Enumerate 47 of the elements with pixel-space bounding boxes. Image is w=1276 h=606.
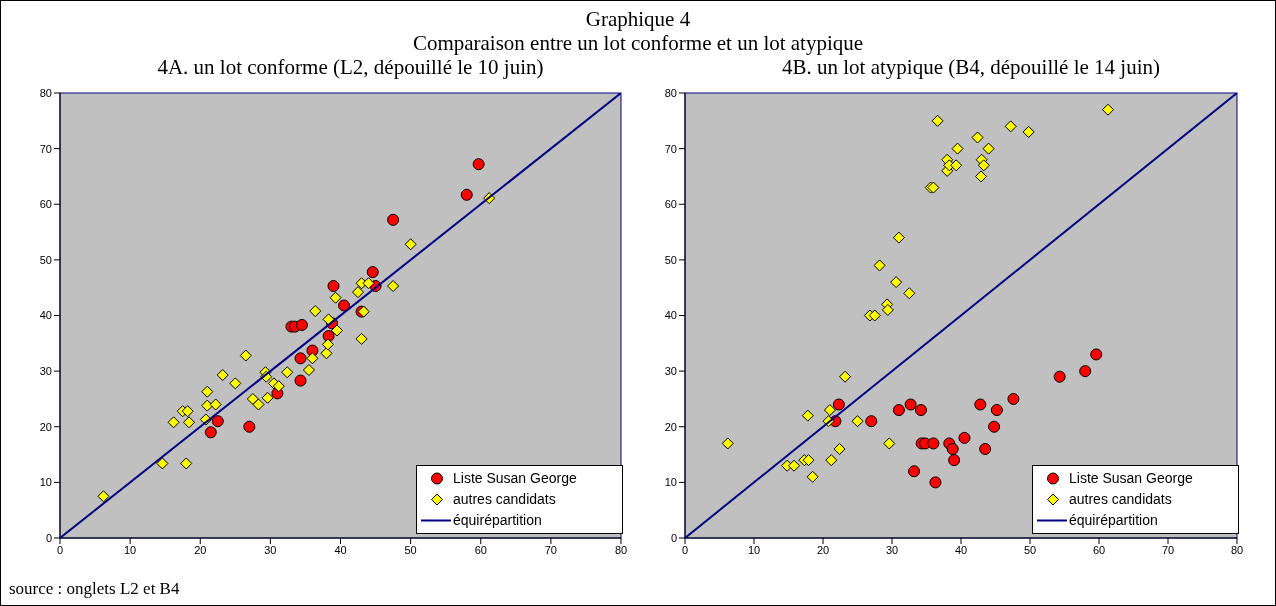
x-tick-label: 70 (544, 543, 557, 556)
x-tick-label: 60 (1092, 543, 1106, 556)
y-tick-label: 40 (664, 309, 677, 322)
text: Comparaison entre un lot conforme et un lot atypique (411, 31, 865, 56)
y-tick-label: 50 (39, 253, 52, 266)
y-tick-label: 60 (664, 198, 677, 211)
x-tick-label: 10 (124, 543, 137, 556)
x-tick-label: 40 (334, 543, 347, 556)
chart-title: 4A. un lot conforme (L2, dépouillé le 10 juin) (156, 55, 545, 80)
legend-label: Liste Susan George (453, 469, 577, 488)
x-tick-label: 10 (747, 543, 761, 556)
y-tick-label: 10 (39, 476, 52, 489)
y-tick-label: 20 (39, 420, 52, 433)
legend-label: autres candidats (1069, 490, 1172, 509)
x-tick-label: 60 (474, 543, 487, 556)
x-tick-label: 20 (816, 543, 830, 556)
x-tick-label: 50 (1023, 543, 1037, 556)
y-tick-label: 30 (39, 365, 52, 378)
x-tick-label: 80 (614, 543, 628, 556)
legend-label: Liste Susan George (1069, 469, 1193, 488)
x-tick-label: 20 (194, 543, 207, 556)
y-tick-label: 20 (664, 420, 677, 433)
y-tick-label: 0 (45, 531, 52, 544)
x-tick-label: 40 (954, 543, 968, 556)
legend-label: équirépartition (453, 511, 542, 530)
y-tick-label: 70 (39, 142, 52, 155)
x-tick-label: 0 (56, 543, 64, 556)
y-tick-label: 80 (39, 86, 52, 99)
y-tick-label: 80 (664, 86, 677, 99)
source-note: source : onglets L2 et B4 (9, 579, 180, 599)
x-tick-label: 70 (1161, 543, 1175, 556)
y-tick-label: 40 (39, 309, 52, 322)
x-tick-label: 80 (1230, 543, 1244, 556)
x-tick-label: 50 (404, 543, 417, 556)
y-tick-label: 10 (664, 476, 677, 489)
x-tick-label: 0 (681, 543, 689, 556)
x-tick-label: 30 (264, 543, 277, 556)
text: Graphique 4 (584, 7, 692, 32)
y-tick-label: 60 (39, 198, 52, 211)
y-tick-label: 70 (664, 142, 677, 155)
x-tick-label: 30 (885, 543, 899, 556)
y-tick-label: 0 (670, 531, 677, 544)
legend-label: équirépartition (1069, 511, 1158, 530)
chart-title: 4B. un lot atypique (B4, dépouillé le 14 juin) (781, 55, 1161, 80)
y-tick-label: 50 (664, 253, 677, 266)
y-tick-label: 30 (664, 365, 677, 378)
legend-label: autres candidats (453, 490, 556, 509)
